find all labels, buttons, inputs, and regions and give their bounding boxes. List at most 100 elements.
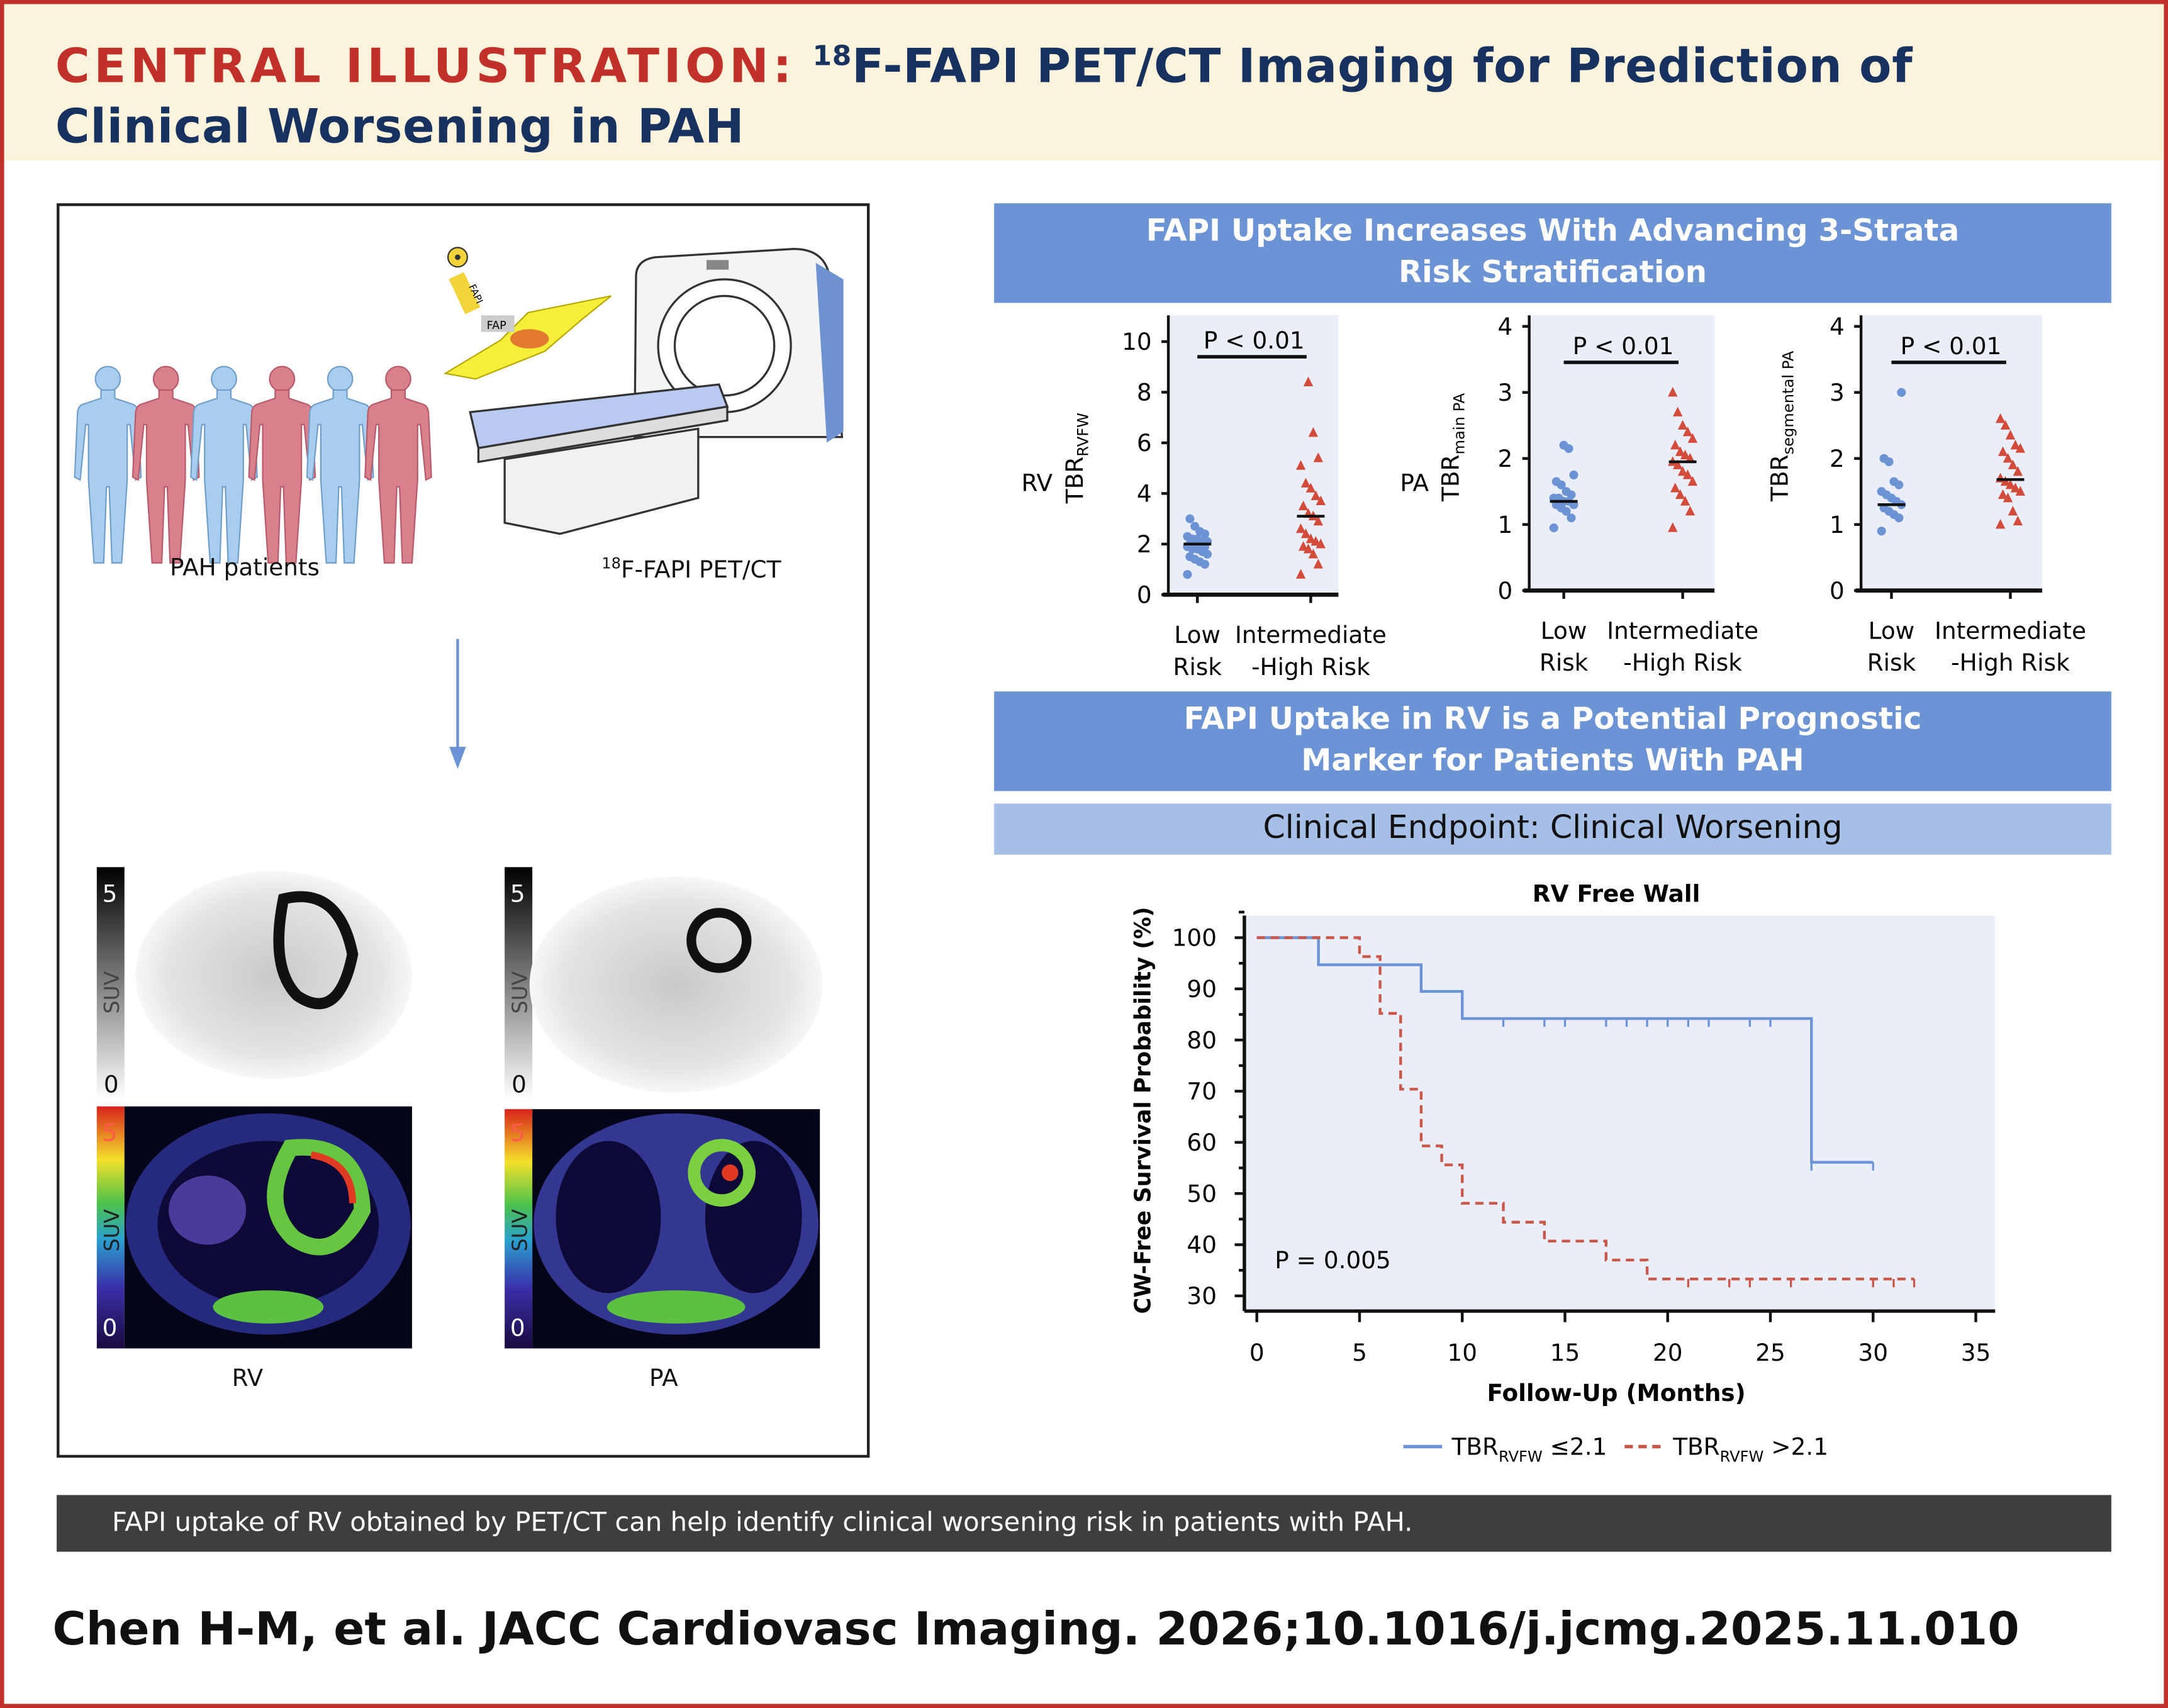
data-point — [1313, 515, 1323, 526]
data-point — [2010, 439, 2021, 450]
y-tick-label: 1 — [1498, 511, 1513, 539]
data-point — [1559, 440, 1568, 450]
data-point — [1295, 523, 1306, 533]
y-tick-label: 3 — [1498, 379, 1513, 406]
km-x-tick-label: 0 — [1249, 1339, 1265, 1366]
data-point — [1877, 527, 1886, 536]
data-point — [1668, 386, 1678, 397]
fapi-tracer — [449, 272, 481, 315]
km-p-value: P = 0.005 — [1275, 1246, 1391, 1274]
data-point — [1672, 406, 1683, 416]
km-curve-high — [1256, 936, 1914, 1281]
data-point — [1316, 539, 1326, 549]
fibroblast-cell-icon: FAP FAPI — [443, 247, 612, 380]
km-y-tick-label: 60 — [1187, 1129, 1217, 1156]
data-point — [1889, 477, 1899, 486]
km-y-tick-label: 100 — [1172, 924, 1217, 952]
km-x-tick-label: 20 — [1653, 1339, 1683, 1366]
svg-text:SUV: SUV — [507, 971, 532, 1013]
data-point — [1670, 483, 1680, 493]
data-point — [1995, 413, 2006, 423]
suv-colorbar-gray — [96, 867, 125, 1100]
data-point — [1549, 523, 1558, 533]
data-point — [2005, 430, 2016, 440]
title-label: CENTRAL ILLUSTRATION: — [55, 39, 796, 95]
x-tick-label: Low Risk — [1867, 617, 1916, 677]
y-axis-label: TBRmain PA — [1437, 393, 1468, 502]
patients-label: PAH patients — [169, 554, 320, 583]
fap-label: FAP — [487, 320, 506, 332]
data-point — [1668, 522, 1678, 532]
km-x-tick-label: 30 — [1858, 1339, 1888, 1366]
suv-colorbar-color — [505, 1109, 533, 1349]
data-point — [1298, 500, 1309, 511]
y-tick-label: 3 — [1830, 379, 1845, 406]
data-point — [1682, 469, 1693, 479]
fap-receptor — [481, 315, 515, 332]
km-y-tick-label: 70 — [1187, 1078, 1217, 1105]
data-point — [2008, 459, 2018, 469]
p-value-label: P < 0.01 — [1573, 332, 1674, 360]
data-point — [1300, 477, 1311, 488]
data-point — [2015, 443, 2025, 453]
data-point — [2013, 515, 2023, 526]
suv-colorbar-color — [96, 1106, 125, 1349]
km-y-tick-label: 80 — [1187, 1026, 1217, 1054]
svg-text:SUV: SUV — [99, 971, 124, 1013]
data-point — [1897, 388, 1906, 397]
data-point — [2003, 452, 2013, 463]
svg-text:SUV: SUV — [99, 1208, 124, 1251]
title-superscript: 18 — [812, 38, 852, 72]
data-point — [1672, 459, 1683, 469]
data-point — [1303, 376, 1314, 386]
legend-label: TBRRVFW >2.1 — [1672, 1433, 1828, 1466]
data-point — [1685, 452, 1696, 463]
data-point — [1562, 487, 1571, 496]
data-point — [2003, 492, 2013, 503]
scanner-label: 18F-FAPI PET/CT — [601, 554, 781, 585]
y-tick-label: 1 — [1830, 511, 1845, 539]
svg-text:0: 0 — [510, 1314, 525, 1342]
km-y-tick-label: 40 — [1187, 1231, 1217, 1259]
clinical-endpoint-header: Clinical Endpoint: Clinical Worsening — [994, 803, 2111, 855]
km-y-tick-label: 50 — [1187, 1180, 1217, 1207]
km-y-tick-label: 30 — [1187, 1282, 1217, 1310]
x-tick-label: Intermediate -High Risk — [1935, 617, 2086, 677]
data-point — [1305, 483, 1316, 493]
data-point — [1677, 466, 1688, 476]
y-axis-label: TBRsegmental PA — [1766, 350, 1797, 502]
imaging-graphics: FAP FAPI — [74, 247, 844, 1349]
suv-colorbar-gray — [505, 867, 533, 1100]
data-point — [1877, 487, 1886, 496]
data-point — [1190, 522, 1200, 531]
svg-text:SUV: SUV — [507, 1208, 532, 1251]
summary-text: FAPI uptake of RV obtained by PET/CT can… — [112, 1507, 1413, 1538]
km-y-tick-label: 90 — [1187, 975, 1217, 1003]
pet-ct-scanner-icon — [469, 248, 844, 535]
km-x-tick-label: 15 — [1550, 1339, 1580, 1366]
y-tick-label: 2 — [1137, 530, 1152, 558]
km-x-tick-label: 25 — [1755, 1339, 1785, 1366]
title-text: F-FAPI PET/CT Imaging for Prediction of … — [55, 39, 1913, 155]
data-point — [1687, 476, 1698, 486]
data-point — [1670, 439, 1680, 450]
data-point — [1305, 533, 1316, 544]
citation: Chen H-M, et al. JACC Cardiovasc Imaging… — [52, 1601, 2020, 1656]
colorbar-labels: 5 5 5 5 0 0 0 0 SUV SUV SUV SUV — [99, 879, 532, 1341]
page-title: CENTRAL ILLUSTRATION: 18F-FAPI PET/CT Im… — [55, 25, 2074, 159]
data-point — [1308, 427, 1319, 437]
data-point — [2005, 479, 2016, 489]
data-point — [1995, 518, 2006, 529]
y-tick-label: 0 — [1498, 577, 1513, 605]
p-value-label: P < 0.01 — [1204, 327, 1305, 354]
data-point — [1569, 470, 1579, 480]
y-tick-label: 0 — [1137, 581, 1152, 608]
x-tick-label: Low Risk — [1173, 621, 1222, 681]
km-x-axis-label: Follow-Up (Months) — [1487, 1379, 1745, 1407]
svg-text:0: 0 — [104, 1071, 119, 1098]
pet-image-pa — [505, 867, 823, 1349]
data-point — [2010, 483, 2021, 493]
data-point — [1677, 420, 1688, 430]
data-point — [1313, 559, 1323, 569]
